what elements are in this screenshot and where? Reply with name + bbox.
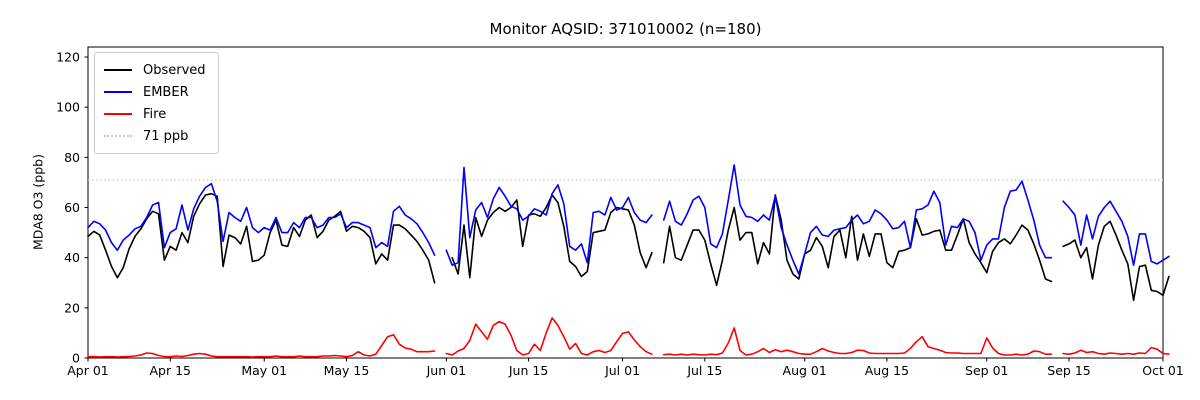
x-tick-label: May 01 <box>241 363 287 378</box>
legend-swatch-solid <box>104 113 132 115</box>
x-tick-label: Jul 01 <box>604 363 640 378</box>
x-tick-label: May 15 <box>324 363 370 378</box>
y-tick-label: 20 <box>64 300 80 315</box>
legend-item-fire: Fire <box>104 103 206 125</box>
y-tick-label: 80 <box>64 150 80 165</box>
x-tick-label: Jun 01 <box>426 363 466 378</box>
x-tick-label: Aug 01 <box>783 363 827 378</box>
y-tick-label: 0 <box>72 351 80 366</box>
x-tick-label: Jul 15 <box>686 363 722 378</box>
legend-swatch-dotted <box>104 135 132 137</box>
x-tick-label: Sep 15 <box>1047 363 1090 378</box>
legend-swatch-solid <box>104 91 132 93</box>
legend-swatch-solid <box>104 69 132 71</box>
legend-label: 71 ppb <box>143 128 189 144</box>
y-tick-label: 120 <box>56 50 80 65</box>
x-tick-label: Jun 15 <box>508 363 548 378</box>
series-line-ember <box>87 164 1170 275</box>
y-tick-label: 40 <box>64 250 80 265</box>
x-tick-label: Apr 01 <box>67 363 109 378</box>
legend: Observed EMBER Fire 71 ppb <box>94 52 219 154</box>
y-tick-label: 100 <box>56 100 80 115</box>
legend-label: Observed <box>143 62 206 78</box>
legend-item-ember: EMBER <box>104 81 206 103</box>
legend-label: Fire <box>143 106 167 122</box>
x-tick-label: Oct 01 <box>1142 363 1184 378</box>
x-tick-label: Sep 01 <box>965 363 1008 378</box>
legend-label: EMBER <box>143 84 189 100</box>
chart-title: Monitor AQSID: 371010002 (n=180) <box>489 20 762 38</box>
legend-item-observed: Observed <box>104 59 206 81</box>
legend-item-71-ppb: 71 ppb <box>104 125 206 147</box>
x-tick-label: Apr 15 <box>149 363 191 378</box>
x-tick-label: Aug 15 <box>865 363 909 378</box>
series-line-fire <box>87 317 1170 358</box>
y-tick-label: 60 <box>64 200 80 215</box>
